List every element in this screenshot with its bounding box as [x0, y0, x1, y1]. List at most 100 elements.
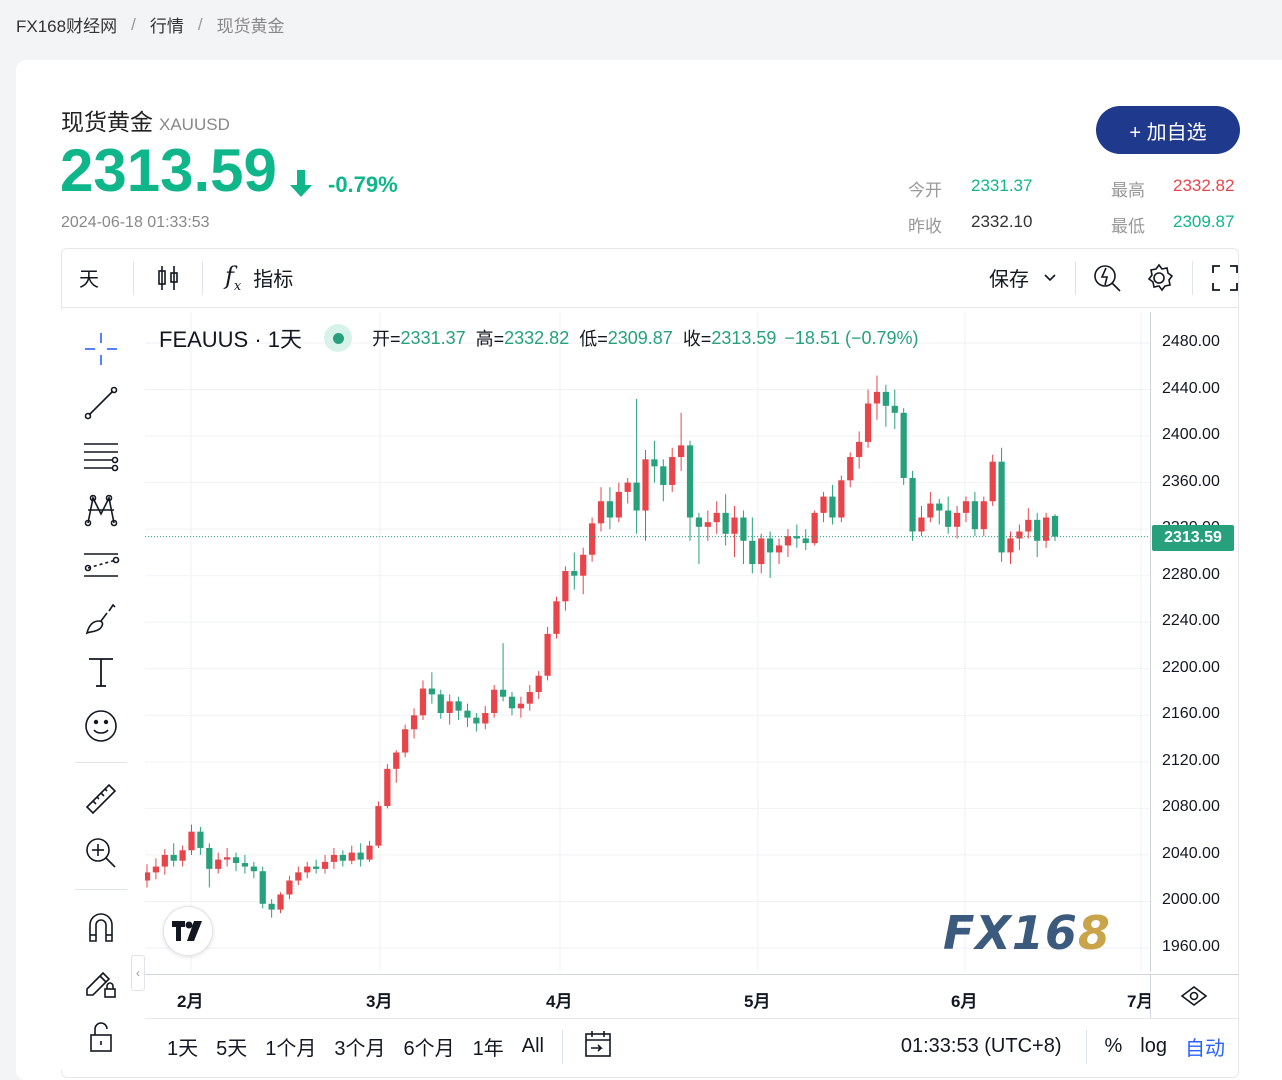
candle-body	[642, 459, 649, 511]
auto-scale-toggle[interactable]: 自动	[1185, 1038, 1225, 1060]
candle	[526, 685, 533, 711]
range-1y[interactable]: 1年	[472, 1038, 504, 1060]
candle-body	[188, 831, 195, 851]
candle	[873, 375, 881, 420]
breadcrumb-current: 现货黄金	[216, 17, 285, 36]
candle-body	[660, 466, 667, 485]
candle-type-icon[interactable]	[156, 264, 180, 292]
candle	[1016, 524, 1023, 551]
fib-lines-icon[interactable]	[80, 435, 122, 477]
legend-change: −18.51 (−0.79%)	[784, 327, 919, 348]
candlestick-chart[interactable]	[145, 312, 1150, 972]
candle	[615, 482, 622, 523]
candle-body	[873, 391, 881, 404]
candle-body	[686, 445, 694, 518]
legend-low-value: 2309.87	[607, 327, 673, 348]
candle-body	[971, 501, 978, 530]
toolbar-divider	[561, 1029, 563, 1064]
magnet-icon[interactable]	[80, 906, 122, 948]
y-tick-label: 2160.00	[1162, 705, 1220, 723]
chart-toolbar: 天 fx 指标 保存	[61, 248, 1239, 308]
range-1m[interactable]: 1个月	[265, 1038, 317, 1060]
chart-legend: FEAUUS · 1天 开= 2331.37 高= 2332.82 低= 2309.8…	[159, 322, 919, 354]
chevron-down-icon[interactable]	[1043, 273, 1057, 283]
candle-body	[464, 710, 471, 718]
candle	[375, 801, 382, 848]
candle-body	[998, 461, 1005, 553]
text-tool-icon[interactable]	[80, 651, 122, 693]
emoji-icon[interactable]	[80, 705, 122, 747]
range-6m[interactable]: 6个月	[403, 1038, 455, 1060]
projection-icon[interactable]	[80, 543, 122, 585]
candle-body	[330, 854, 338, 862]
range-3m[interactable]: 3个月	[334, 1038, 386, 1060]
zoom-in-icon[interactable]	[80, 832, 122, 874]
axis-settings-icon[interactable]	[1180, 984, 1208, 1013]
range-1d[interactable]: 1天	[167, 1038, 199, 1060]
legend-high-key: 高=	[475, 329, 505, 349]
change-percent: -0.79%	[328, 172, 398, 197]
candle-body	[882, 391, 889, 406]
toolbar-divider	[1192, 260, 1193, 295]
quick-search-icon[interactable]	[1092, 263, 1122, 293]
breadcrumb-sep: /	[131, 14, 136, 34]
add-watchlist-button[interactable]: + 加自选	[1096, 106, 1240, 154]
candle	[713, 501, 720, 534]
save-button[interactable]: 保存	[989, 269, 1029, 291]
settings-gear-icon[interactable]	[1144, 263, 1174, 293]
log-scale-toggle[interactable]: log	[1140, 1035, 1167, 1057]
x-tick-label: 7月	[1127, 992, 1154, 1011]
candle-body	[927, 503, 934, 518]
candle	[820, 491, 827, 523]
legend-symbol[interactable]: FEAUUS · 1天	[159, 327, 303, 352]
range-5d[interactable]: 5天	[216, 1038, 248, 1060]
candle-body	[695, 517, 703, 527]
brush-icon[interactable]	[80, 598, 122, 640]
clock-timezone[interactable]: 01:33:53 (UTC+8)	[900, 1035, 1062, 1057]
collapse-toolbar-button[interactable]: ‹	[131, 955, 145, 991]
legend-open-key: 开=	[372, 329, 401, 349]
market-status-icon[interactable]	[324, 324, 353, 352]
watermark-text: FX16	[943, 906, 1078, 960]
indicators-button[interactable]: fx 指标	[225, 262, 293, 294]
tradingview-logo[interactable]	[163, 906, 213, 956]
candle	[695, 512, 703, 565]
candle	[402, 724, 409, 758]
candle-body	[517, 703, 524, 709]
breadcrumb-home[interactable]: FX168财经网	[16, 17, 118, 36]
lock-drawing-icon[interactable]	[80, 960, 122, 1002]
low-label: 最低	[1111, 217, 1145, 236]
range-all[interactable]: All	[521, 1035, 544, 1057]
candle	[250, 861, 257, 879]
candle-body	[437, 694, 444, 713]
percent-scale-toggle[interactable]: %	[1104, 1035, 1123, 1057]
candle	[313, 859, 320, 874]
candle	[553, 596, 560, 639]
ruler-icon[interactable]	[80, 778, 122, 820]
candle-body	[455, 701, 462, 711]
interval-button[interactable]: 天	[79, 269, 99, 291]
candle-body	[1025, 519, 1032, 532]
candle	[188, 824, 195, 855]
candle-body	[250, 866, 257, 872]
candle-body	[562, 571, 569, 602]
pattern-icon[interactable]	[80, 489, 122, 531]
price-axis[interactable]	[1150, 312, 1239, 972]
fullscreen-icon[interactable]	[1211, 264, 1239, 292]
candle	[224, 847, 231, 867]
candle	[838, 475, 845, 523]
candle-body	[215, 859, 222, 869]
x-tick-label: 6月	[951, 992, 978, 1011]
trend-line-icon[interactable]	[80, 382, 122, 424]
calendar-goto-icon[interactable]	[583, 1029, 613, 1065]
candle	[304, 861, 311, 879]
breadcrumb-section[interactable]: 行情	[149, 17, 184, 36]
candle-body	[304, 866, 311, 873]
unlock-icon[interactable]	[80, 1016, 122, 1058]
candle-body	[713, 512, 720, 523]
time-axis-line	[145, 974, 1239, 975]
candle-body	[1007, 538, 1014, 553]
candle-body	[224, 857, 231, 860]
toolbar-divider	[75, 889, 127, 890]
crosshair-icon[interactable]	[80, 328, 122, 370]
